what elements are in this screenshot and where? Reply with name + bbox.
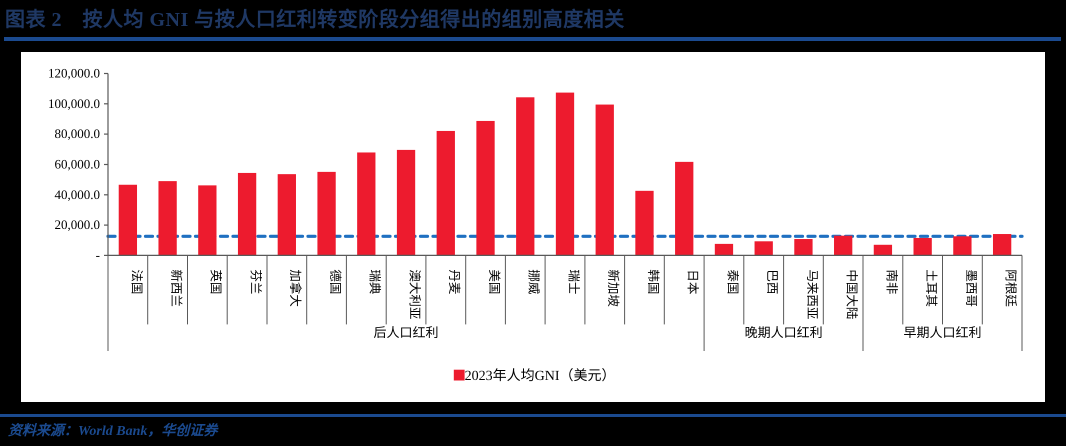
svg-text:瑞典: 瑞典 xyxy=(368,269,382,294)
svg-text:丹麦: 丹麦 xyxy=(447,269,461,295)
svg-text:瑞士: 瑞士 xyxy=(566,269,580,294)
svg-text:-: - xyxy=(96,247,100,262)
svg-text:美国: 美国 xyxy=(487,269,501,294)
svg-text:新西兰: 新西兰 xyxy=(169,269,183,307)
svg-text:英国: 英国 xyxy=(209,269,223,294)
svg-text:南非: 南非 xyxy=(884,269,898,294)
svg-text:晚期人口红利: 晚期人口红利 xyxy=(745,325,823,340)
svg-text:加拿大: 加拿大 xyxy=(288,269,302,307)
svg-text:墨西哥: 墨西哥 xyxy=(964,269,978,307)
svg-text:挪威: 挪威 xyxy=(527,269,541,295)
svg-text:澳大利亚: 澳大利亚 xyxy=(407,269,421,319)
svg-text:韩国: 韩国 xyxy=(646,269,660,294)
svg-text:60,000.0: 60,000.0 xyxy=(55,157,101,172)
svg-text:早期人口红利: 早期人口红利 xyxy=(903,325,981,340)
svg-text:新加坡: 新加坡 xyxy=(606,269,620,307)
svg-text:巴西: 巴西 xyxy=(765,269,779,294)
svg-text:泰国: 泰国 xyxy=(725,269,739,294)
svg-text:阿根廷: 阿根廷 xyxy=(1004,269,1018,307)
svg-text:80,000.0: 80,000.0 xyxy=(55,126,101,141)
svg-text:法国: 法国 xyxy=(129,269,143,294)
svg-text:德国: 德国 xyxy=(328,269,342,294)
svg-text:120,000.0: 120,000.0 xyxy=(48,66,100,81)
svg-text:后人口红利: 后人口红利 xyxy=(373,325,438,340)
svg-text:土耳其: 土耳其 xyxy=(924,269,938,307)
svg-text:芬兰: 芬兰 xyxy=(249,269,263,294)
svg-text:20,000.0: 20,000.0 xyxy=(55,217,101,232)
svg-text:日本: 日本 xyxy=(686,269,700,295)
svg-text:100,000.0: 100,000.0 xyxy=(48,96,100,111)
svg-text:2023年人均GNI（美元）: 2023年人均GNI（美元） xyxy=(465,368,616,384)
svg-text:40,000.0: 40,000.0 xyxy=(55,187,101,202)
svg-text:马来西亚: 马来西亚 xyxy=(805,269,819,319)
svg-text:中国大陆: 中国大陆 xyxy=(845,269,859,319)
